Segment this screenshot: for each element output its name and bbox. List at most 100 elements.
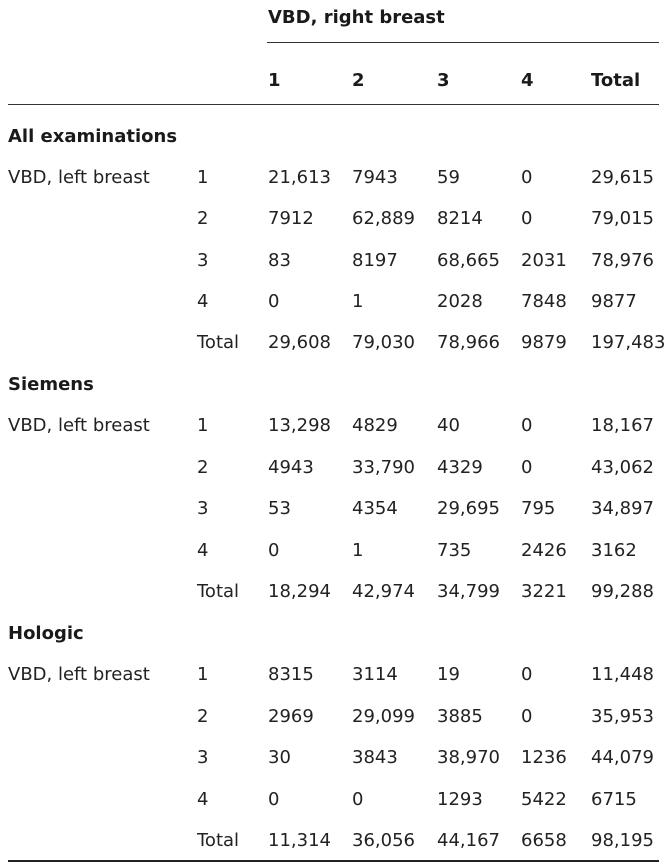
- table-cell: 6715: [591, 789, 637, 810]
- table-cell: 44,167: [437, 830, 500, 851]
- table-cell: 2031: [521, 250, 567, 271]
- table-cell: 3221: [521, 581, 567, 602]
- row-label: 4: [197, 291, 209, 312]
- section-title: Hologic: [8, 623, 84, 644]
- table-cell: 0: [268, 291, 280, 312]
- table-cell: 4943: [268, 457, 314, 478]
- table-cell: 43,062: [591, 457, 654, 478]
- row-label: 1: [197, 415, 209, 436]
- row-label: 2: [197, 706, 209, 727]
- table-cell: 19: [437, 664, 460, 685]
- row-label: Total: [197, 830, 240, 851]
- table-cell: 35,953: [591, 706, 654, 727]
- table-cell: 11,448: [591, 664, 654, 685]
- table-cell: 197,483: [591, 332, 666, 353]
- table-cell: 0: [521, 664, 533, 685]
- table-cell: 7848: [521, 291, 567, 312]
- table-cell: 2969: [268, 706, 314, 727]
- table-cell: 79,030: [352, 332, 415, 353]
- row-label: 3: [197, 498, 209, 519]
- row-group-label: VBD, left breast: [8, 167, 150, 188]
- table-cell: 30: [268, 747, 291, 768]
- table-cell: 3843: [352, 747, 398, 768]
- table-cell: 21,613: [268, 167, 331, 188]
- table-cell: 40: [437, 415, 460, 436]
- row-label: 2: [197, 208, 209, 229]
- table-cell: 83: [268, 250, 291, 271]
- table-cell: 29,615: [591, 167, 654, 188]
- span-header-title: VBD, right breast: [268, 7, 445, 28]
- table-cell: 68,665: [437, 250, 500, 271]
- table-cell: 3162: [591, 540, 637, 561]
- col-header-2: 2: [352, 70, 365, 91]
- table-cell: 1: [352, 291, 364, 312]
- span-header-rule: [267, 42, 659, 43]
- table-cell: 735: [437, 540, 472, 561]
- table-cell: 1293: [437, 789, 483, 810]
- table-cell: 0: [521, 457, 533, 478]
- row-label: 3: [197, 747, 209, 768]
- row-label: Total: [197, 581, 240, 602]
- table-cell: 9879: [521, 332, 567, 353]
- table-cell: 0: [521, 415, 533, 436]
- table-cell: 1236: [521, 747, 567, 768]
- row-label: 1: [197, 167, 209, 188]
- table-cell: 7943: [352, 167, 398, 188]
- table-cell: 8197: [352, 250, 398, 271]
- row-label: 1: [197, 664, 209, 685]
- table-cell: 98,195: [591, 830, 654, 851]
- table-cell: 53: [268, 498, 291, 519]
- table-cell: 33,790: [352, 457, 415, 478]
- table-cell: 3885: [437, 706, 483, 727]
- table-cell: 9877: [591, 291, 637, 312]
- table-cell: 4354: [352, 498, 398, 519]
- table-cell: 6658: [521, 830, 567, 851]
- table-cell: 795: [521, 498, 556, 519]
- table-cell: 7912: [268, 208, 314, 229]
- table-cell: 29,695: [437, 498, 500, 519]
- row-label: 3: [197, 250, 209, 271]
- table-cell: 38,970: [437, 747, 500, 768]
- table-cell: 11,314: [268, 830, 331, 851]
- table-cell: 29,608: [268, 332, 331, 353]
- table-cell: 0: [268, 540, 280, 561]
- table-cell: 0: [268, 789, 280, 810]
- table-cell: 4829: [352, 415, 398, 436]
- row-label: 4: [197, 540, 209, 561]
- table-cell: 5422: [521, 789, 567, 810]
- col-header-1: 1: [268, 70, 281, 91]
- table-cell: 42,974: [352, 581, 415, 602]
- table-cell: 1: [352, 540, 364, 561]
- table-cell: 34,799: [437, 581, 500, 602]
- table-cell: 78,976: [591, 250, 654, 271]
- table-cell: 99,288: [591, 581, 654, 602]
- row-label: 4: [197, 789, 209, 810]
- col-header-3: 3: [437, 70, 450, 91]
- table-cell: 8315: [268, 664, 314, 685]
- table-cell: 79,015: [591, 208, 654, 229]
- section-title: All examinations: [8, 126, 178, 147]
- col-header-total: Total: [591, 70, 641, 91]
- table-cell: 0: [521, 167, 533, 188]
- table-cell: 18,167: [591, 415, 654, 436]
- row-label: 2: [197, 457, 209, 478]
- table-cell: 78,966: [437, 332, 500, 353]
- table-cell: 0: [521, 208, 533, 229]
- table-cell: 0: [521, 706, 533, 727]
- table-cell: 34,897: [591, 498, 654, 519]
- col-header-4: 4: [521, 70, 534, 91]
- table-cell: 2028: [437, 291, 483, 312]
- header-bottom-rule: [8, 104, 659, 105]
- table-cell: 36,056: [352, 830, 415, 851]
- table-cell: 29,099: [352, 706, 415, 727]
- row-group-label: VBD, left breast: [8, 415, 150, 436]
- table-cell: 44,079: [591, 747, 654, 768]
- table-bottom-rule: [8, 860, 659, 862]
- table-cell: 0: [352, 789, 364, 810]
- section-title: Siemens: [8, 374, 94, 395]
- table-cell: 8214: [437, 208, 483, 229]
- row-label: Total: [197, 332, 240, 353]
- table-cell: 59: [437, 167, 460, 188]
- table-cell: 4329: [437, 457, 483, 478]
